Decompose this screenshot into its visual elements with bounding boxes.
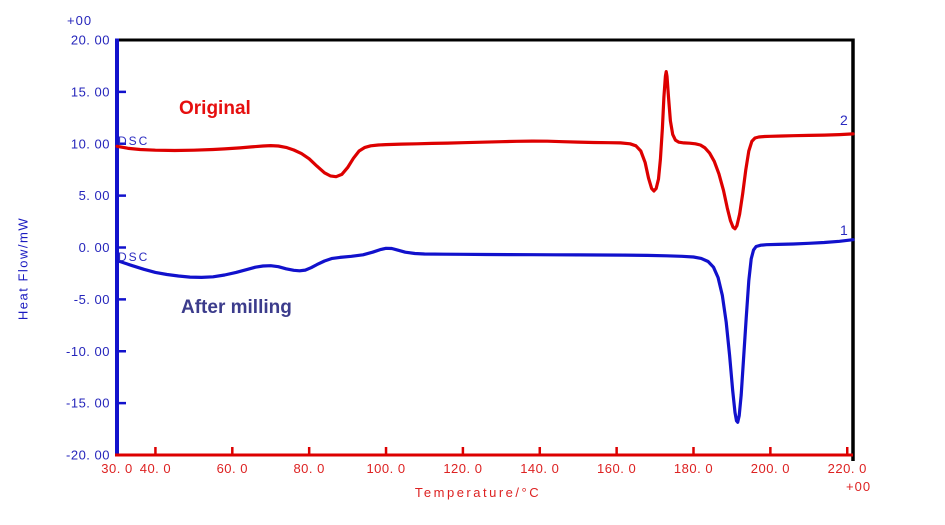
- curve-number-1: 1: [840, 222, 848, 238]
- y-tick-label: -10. 00: [66, 344, 110, 359]
- x-tick-label: 30. 0: [101, 461, 132, 476]
- y-axis-exponent-label: +00: [67, 13, 93, 28]
- x-tick-label: 40. 0: [140, 461, 171, 476]
- curve-original: [115, 70, 855, 231]
- x-axis-exponent-label: +00: [846, 479, 872, 494]
- x-tick-label: 220. 0: [828, 461, 867, 476]
- curve-number-2: 2: [840, 112, 848, 128]
- curve-after-milling: [115, 238, 855, 424]
- x-tick-label: 80. 0: [293, 461, 324, 476]
- y-tick-label: 5. 00: [79, 188, 110, 203]
- y-axis-title: Heat Flow/mW: [15, 216, 31, 321]
- y-tick-label: -5. 00: [74, 292, 110, 307]
- y-tick-label: 10. 00: [71, 136, 110, 151]
- x-tick-label: 160. 0: [597, 461, 636, 476]
- label-original: Original: [179, 98, 251, 119]
- y-tick-label: -20. 00: [66, 448, 110, 463]
- y-tick-label: -15. 00: [66, 396, 110, 411]
- x-tick-label: 60. 0: [217, 461, 248, 476]
- dsc-tag-after-milling-curve: DSC: [118, 250, 150, 264]
- x-axis-title: Temperature/°C: [414, 485, 542, 500]
- x-tick-label: 180. 0: [674, 461, 713, 476]
- y-tick-label: 20. 00: [71, 33, 110, 48]
- dsc-tag-original-curve: DSC: [118, 134, 150, 148]
- x-tick-label: 200. 0: [751, 461, 790, 476]
- y-tick-label: 15. 00: [71, 84, 110, 99]
- label-after-milling: After milling: [181, 297, 292, 318]
- y-tick-label: 0. 00: [79, 240, 110, 255]
- x-tick-label: 100. 0: [366, 461, 405, 476]
- x-tick-label: 120. 0: [443, 461, 482, 476]
- x-tick-label: 140. 0: [520, 461, 559, 476]
